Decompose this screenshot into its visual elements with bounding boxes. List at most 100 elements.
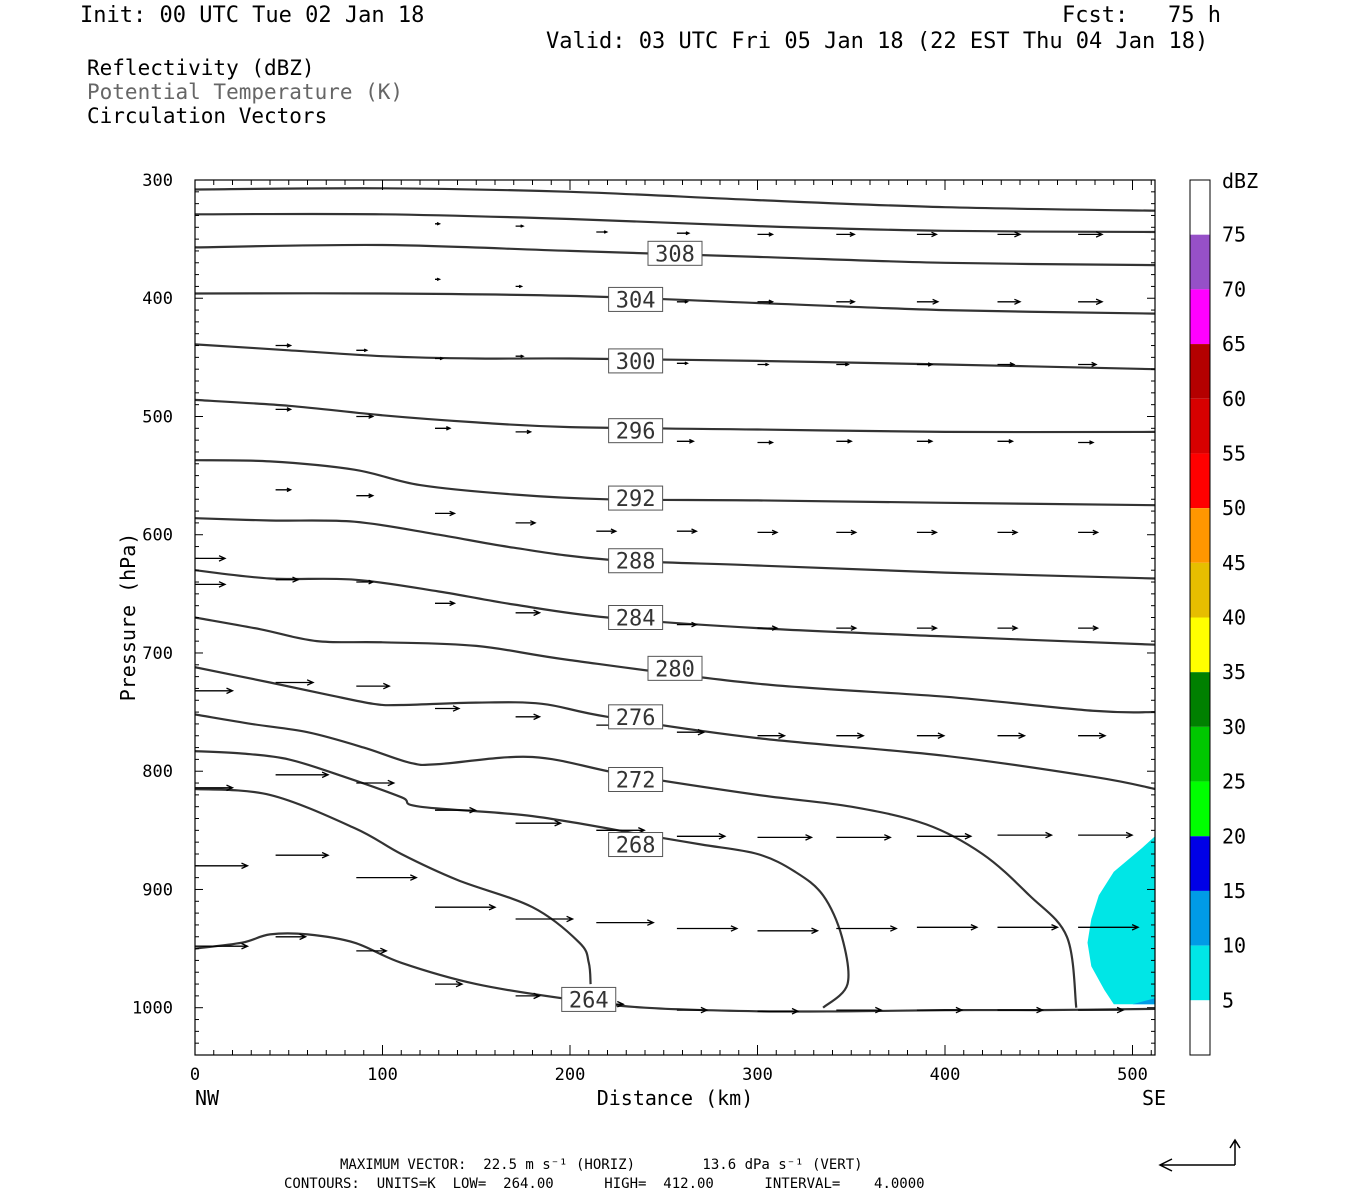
circulation-vector (676, 1006, 709, 1014)
circulation-vector (676, 832, 727, 840)
theta-contour-292 (195, 459, 1155, 507)
theta-contour-288 (195, 517, 1155, 580)
theta-contour-312 (195, 187, 1155, 212)
x-axis-title: Distance (km) (597, 1086, 754, 1110)
circulation-vector (1078, 231, 1104, 238)
theta-contour-304 (195, 292, 1155, 315)
reflectivity-10-region (1132, 998, 1155, 1005)
circulation-vector (515, 819, 563, 827)
circulation-vector (195, 942, 250, 950)
x-tick-label: 200 (555, 1065, 586, 1085)
colorbar-swatch (1190, 781, 1210, 837)
circulation-vector (997, 732, 1027, 739)
circulation-vector (836, 529, 858, 536)
colorbar-swatch (1190, 180, 1210, 235)
colorbar-level-label: 75 (1222, 223, 1246, 247)
circulation-vector (356, 874, 418, 881)
circulation-vector (1078, 924, 1140, 931)
circulation-vector (757, 440, 775, 445)
circulation-vector (836, 362, 850, 367)
circulation-vector (997, 439, 1015, 444)
circulation-vector (435, 903, 497, 911)
circulation-vector (515, 713, 542, 721)
circulation-vector (275, 576, 300, 583)
circulation-vector (356, 682, 391, 690)
colorbar-level-label: 60 (1222, 387, 1246, 411)
contour-label-box (608, 485, 664, 511)
contour-label-284: 284 (616, 607, 656, 632)
contour-label-300: 300 (616, 350, 656, 375)
contour-label-box (608, 418, 664, 444)
circulation-vector (916, 362, 934, 367)
circulation-vector (1078, 361, 1098, 368)
circulation-vector (435, 980, 464, 988)
circulation-vector (515, 915, 575, 923)
contour-label-272: 272 (616, 768, 656, 793)
colorbar: dBZ 5 10 15 20 25 30 35 40 45 50 55 60 65 70 75 (1189, 169, 1258, 1056)
circulation-vector (435, 222, 442, 226)
theta-contour-264b (195, 932, 1155, 1013)
max-vector-note: MAXIMUM VECTOR: 22.5 m s⁻¹ (HORIZ) 13.6 … (340, 1157, 863, 1173)
contour-label-296: 296 (616, 420, 656, 445)
circulation-vector (275, 487, 293, 493)
y-axis-title: Pressure (hPa) (116, 533, 140, 702)
circulation-vector (515, 354, 525, 358)
circulation-vector (997, 831, 1054, 839)
contour-label-280: 280 (655, 657, 695, 682)
circulation-vector (1078, 732, 1107, 739)
contour-layer (195, 187, 1155, 1013)
colorbar-level-label: 70 (1222, 277, 1246, 301)
circulation-vector (676, 925, 739, 932)
circulation-vector (836, 834, 892, 841)
colorbar-swatch (1190, 945, 1210, 1001)
circulation-vector (836, 1006, 883, 1014)
circulation-vector (676, 438, 695, 444)
circulation-vector (195, 687, 235, 695)
circulation-vector (836, 925, 898, 932)
circulation-vector (916, 924, 979, 931)
y-tick-label: 400 (142, 289, 173, 309)
y-tick-label: 300 (142, 171, 173, 191)
circulation-vector (515, 284, 524, 289)
circulation-vector (676, 621, 698, 628)
circulation-vector (596, 528, 618, 534)
circulation-vector (195, 581, 227, 588)
circulation-vector (997, 1006, 1045, 1014)
colorbar-level-label: 25 (1222, 770, 1246, 794)
colorbar-level-label: 50 (1222, 496, 1246, 520)
y-tick-label: 500 (142, 407, 173, 427)
theta-contour-300 (195, 343, 1155, 371)
contour-label-box (608, 605, 664, 630)
circulation-vector (1078, 298, 1104, 306)
circulation-vector (676, 231, 691, 236)
colorbar-swatch (1190, 344, 1210, 399)
init-time: Init: 00 UTC Tue 02 Jan 18 (80, 3, 425, 28)
circulation-vector (275, 933, 308, 941)
circulation-vector (515, 520, 537, 526)
circulation-vector (435, 426, 452, 431)
field-circulation-vectors: Circulation Vectors (87, 104, 328, 128)
circulation-vector (596, 919, 655, 926)
colorbar-swatch (1190, 453, 1210, 509)
circulation-vector (757, 362, 770, 367)
circulation-vector (275, 851, 330, 859)
colorbar-swatch (1190, 672, 1210, 727)
circulation-vector (356, 414, 375, 419)
colorbar-level-label: 45 (1222, 551, 1246, 575)
circulation-vector (435, 356, 445, 361)
theta-contour-276 (195, 666, 1155, 791)
circulation-vector (356, 493, 375, 499)
colorbar-level-label: 65 (1222, 332, 1246, 356)
circulation-vector (275, 679, 315, 686)
circulation-vector (916, 832, 973, 840)
circulation-vector (757, 232, 775, 237)
circulation-vector (195, 555, 227, 562)
circulation-vector (515, 609, 542, 617)
circulation-vector (757, 299, 775, 305)
circulation-vector (195, 862, 250, 870)
x-tick-label: 400 (930, 1065, 961, 1085)
colorbar-level-label: 15 (1222, 879, 1246, 903)
circulation-vector (275, 407, 293, 412)
field-reflectivity: Reflectivity (dBZ) (87, 56, 315, 80)
